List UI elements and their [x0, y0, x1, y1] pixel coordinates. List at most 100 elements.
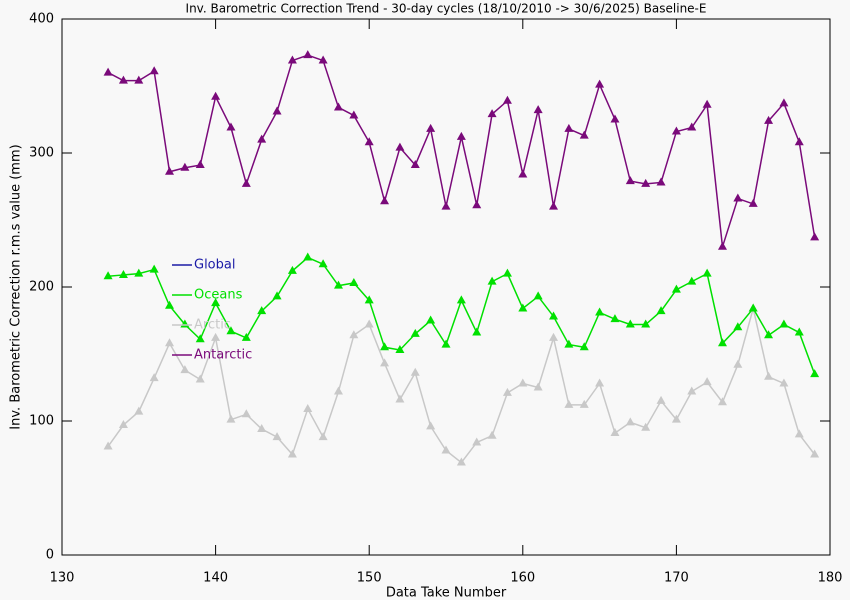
- point-marker: [211, 332, 221, 341]
- point-marker: [257, 306, 267, 315]
- point-marker: [349, 110, 359, 119]
- point-marker: [103, 67, 113, 76]
- point-marker: [518, 169, 528, 178]
- point-marker: [779, 98, 789, 107]
- point-marker: [641, 422, 651, 431]
- point-marker: [794, 137, 804, 146]
- point-marker: [226, 122, 236, 131]
- point-marker: [426, 123, 436, 132]
- point-marker: [610, 114, 620, 123]
- point-marker: [241, 178, 251, 187]
- point-marker: [380, 342, 390, 351]
- point-marker: [748, 303, 758, 312]
- point-marker: [318, 432, 328, 441]
- point-marker: [303, 403, 313, 412]
- point-marker: [318, 55, 328, 64]
- point-marker: [764, 330, 774, 339]
- y-tick-label: 100: [29, 414, 54, 429]
- point-marker: [103, 271, 113, 280]
- point-marker: [380, 196, 390, 205]
- point-marker: [103, 441, 113, 450]
- point-marker: [180, 365, 190, 374]
- point-marker: [472, 200, 482, 209]
- point-marker: [733, 359, 743, 368]
- point-marker: [195, 374, 205, 383]
- point-marker: [779, 378, 789, 387]
- point-marker: [687, 122, 697, 131]
- point-marker: [380, 358, 390, 367]
- point-marker: [656, 395, 666, 404]
- point-marker: [595, 79, 605, 88]
- point-marker: [118, 420, 128, 429]
- x-tick-label: 160: [510, 571, 535, 586]
- y-tick-label: 200: [29, 280, 54, 295]
- x-tick-label: 180: [818, 571, 843, 586]
- point-marker: [702, 268, 712, 277]
- legend-label: Global: [194, 258, 235, 273]
- point-marker: [472, 437, 482, 446]
- point-marker: [303, 252, 313, 261]
- x-tick-label: 130: [50, 571, 75, 586]
- point-marker: [671, 414, 681, 423]
- point-marker: [395, 142, 405, 151]
- x-axis-label: Data Take Number: [386, 586, 507, 600]
- chart-title: Inv. Barometric Correction Trend - 30-da…: [186, 2, 707, 16]
- point-marker: [487, 430, 497, 439]
- point-marker: [287, 55, 297, 64]
- point-marker: [395, 344, 405, 353]
- point-marker: [333, 102, 343, 111]
- point-marker: [502, 387, 512, 396]
- point-marker: [671, 126, 681, 135]
- point-marker: [272, 432, 282, 441]
- point-marker: [410, 367, 420, 376]
- point-marker: [472, 327, 482, 336]
- point-marker: [518, 303, 528, 312]
- point-marker: [165, 338, 175, 347]
- point-marker: [226, 414, 236, 423]
- point-marker: [595, 307, 605, 316]
- point-marker: [549, 201, 559, 210]
- point-marker: [318, 259, 328, 268]
- point-marker: [333, 386, 343, 395]
- point-marker: [487, 109, 497, 118]
- point-marker: [533, 105, 543, 114]
- y-axis-label: Inv. Barometric Correction r.m.s value (…: [9, 144, 24, 429]
- point-marker: [641, 319, 651, 328]
- point-marker: [717, 397, 727, 406]
- y-tick-label: 300: [29, 146, 54, 161]
- point-marker: [656, 177, 666, 186]
- point-marker: [211, 298, 221, 307]
- point-marker: [456, 457, 466, 466]
- point-marker: [456, 295, 466, 304]
- point-marker: [134, 406, 144, 415]
- point-marker: [733, 322, 743, 331]
- point-marker: [779, 319, 789, 328]
- point-marker: [257, 134, 267, 143]
- point-marker: [610, 314, 620, 323]
- point-marker: [702, 377, 712, 386]
- point-marker: [810, 232, 820, 241]
- legend-label: Antarctic: [194, 348, 252, 363]
- point-marker: [656, 306, 666, 315]
- point-marker: [441, 339, 451, 348]
- point-marker: [733, 193, 743, 202]
- point-marker: [702, 99, 712, 108]
- point-marker: [533, 291, 543, 300]
- point-marker: [441, 445, 451, 454]
- point-marker: [717, 241, 727, 250]
- point-marker: [564, 399, 574, 408]
- point-marker: [579, 342, 589, 351]
- point-marker: [287, 265, 297, 274]
- point-marker: [149, 264, 159, 273]
- point-marker: [549, 332, 559, 341]
- point-marker: [195, 160, 205, 169]
- point-marker: [349, 330, 359, 339]
- point-marker: [349, 277, 359, 286]
- point-marker: [764, 371, 774, 380]
- x-tick-label: 150: [357, 571, 382, 586]
- point-marker: [257, 424, 267, 433]
- point-marker: [625, 417, 635, 426]
- x-tick-label: 140: [203, 571, 228, 586]
- point-marker: [364, 295, 374, 304]
